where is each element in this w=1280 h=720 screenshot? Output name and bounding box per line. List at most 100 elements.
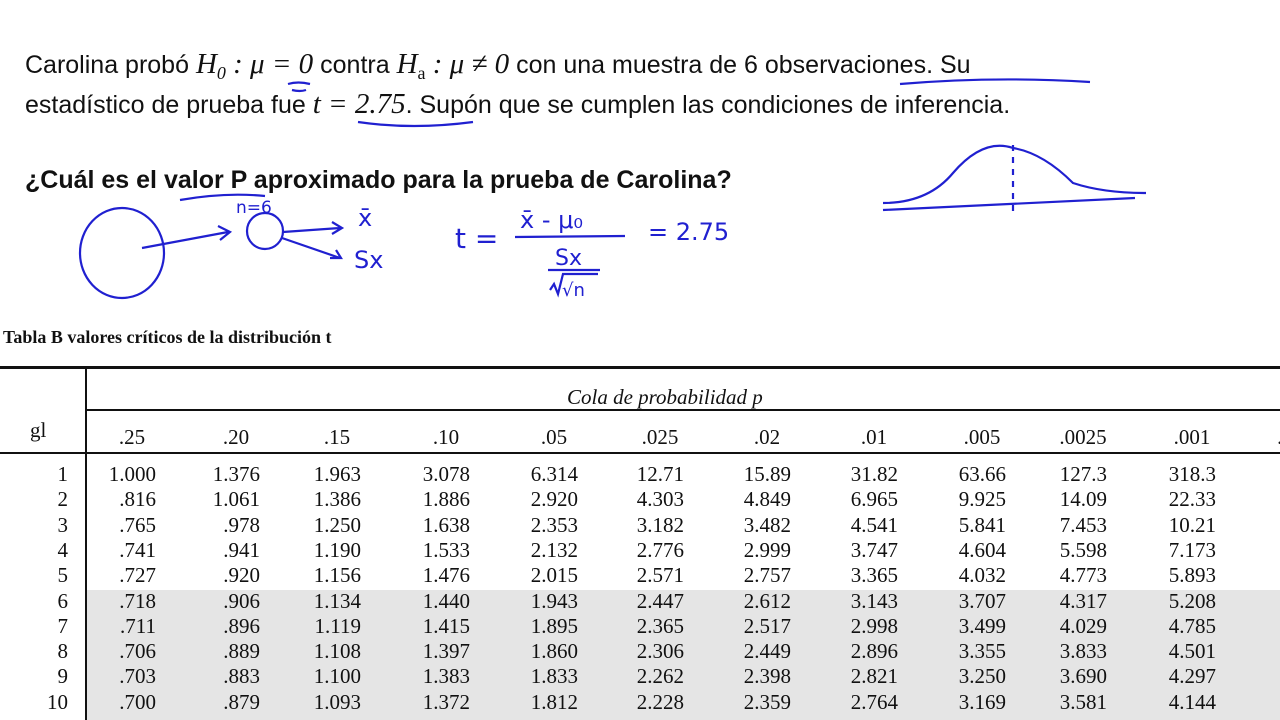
table-cell: 1.156 xyxy=(313,563,361,588)
table-cell: 6.965 xyxy=(850,487,898,512)
table-cell: 1.093 xyxy=(313,689,361,714)
table-cell: 2.776 xyxy=(636,537,684,562)
table-cell: 1.119 xyxy=(314,613,361,638)
table-cell: 1.250 xyxy=(313,512,361,537)
table-cell: 2.365 xyxy=(636,613,684,638)
arrow-to-xbar xyxy=(282,221,345,235)
table-cell: 1.886 xyxy=(422,487,470,512)
table-cell: 5.841 xyxy=(958,512,1006,537)
table-cell: 4.604 xyxy=(958,537,1006,562)
row-gl: 3 xyxy=(57,512,69,537)
table-cell: 14.09 xyxy=(1059,487,1107,512)
table-cell: .741 xyxy=(119,537,156,562)
text: . Supón que se cumplen las condiciones d… xyxy=(405,91,1011,119)
question: ¿Cuál es el valor P aproximado para la p… xyxy=(25,166,732,194)
row-gl: 7 xyxy=(57,613,69,638)
table-cell: 4.297 xyxy=(1168,664,1216,689)
table-cell: 1.415 xyxy=(422,613,470,638)
table-cell: 4.303 xyxy=(636,487,684,512)
table-caption: Tabla B valores críticos de la distribuc… xyxy=(3,327,332,347)
table-cell: 3.143 xyxy=(850,588,898,613)
table-cell: 1.943 xyxy=(530,588,578,613)
table-cell: 2.306 xyxy=(636,639,684,664)
underline-observaciones xyxy=(899,78,1091,86)
column-header: .10 xyxy=(432,425,460,449)
sample-size-label: n=6 xyxy=(236,198,272,218)
table-cell: 1.100 xyxy=(313,664,361,689)
arrow-to-sx xyxy=(281,236,343,260)
table-cell: 1.476 xyxy=(422,563,470,588)
row-gl: 9 xyxy=(57,664,69,689)
table-cell: 10.21 xyxy=(1168,512,1216,537)
table-cell: 3.078 xyxy=(422,462,470,486)
sx-label: Sx xyxy=(354,246,383,274)
table-cell: 3.355 xyxy=(958,639,1006,664)
table-cell: 1.108 xyxy=(313,639,361,664)
table-cell: 2.353 xyxy=(530,512,578,537)
table-cell: 22.33 xyxy=(1168,487,1216,512)
table-cell: 2.571 xyxy=(636,563,684,588)
column-header: .01 xyxy=(860,425,888,449)
table-cell: 2.920 xyxy=(530,487,578,512)
formula-denominator: Sx xyxy=(555,246,582,271)
table-cell: 1.383 xyxy=(422,664,470,689)
column-header: .025 xyxy=(641,425,679,449)
table-cell: 4.773 xyxy=(1059,563,1107,588)
underline-t xyxy=(357,120,474,128)
table-cell: 3.581 xyxy=(1059,689,1107,714)
text: contra xyxy=(313,51,397,79)
table-cell: 2.612 xyxy=(743,588,791,613)
table-cell: 1.372 xyxy=(422,689,470,714)
row-gl: 4 xyxy=(57,537,69,562)
math: : μ = 0 xyxy=(225,48,314,80)
table-cell: .718 xyxy=(119,588,156,613)
table-cell: 2.821 xyxy=(850,664,898,689)
table-cell: 1.833 xyxy=(530,664,578,689)
table-cell: 4.541 xyxy=(850,512,898,537)
table-cell: 5.893 xyxy=(1168,563,1216,588)
table-cell: 4.032 xyxy=(958,563,1006,588)
table-cell: 2.896 xyxy=(850,639,898,664)
table-cell: 1.812 xyxy=(530,689,578,714)
sqrt-sign xyxy=(549,272,598,298)
table-cell: 3.250 xyxy=(958,664,1006,689)
table-cell: .889 xyxy=(223,639,260,664)
table-cell: 4.785 xyxy=(1168,613,1216,638)
table-cell: 9.925 xyxy=(958,487,1006,512)
table-cell: 5.598 xyxy=(1059,537,1107,562)
table-cell: .978 xyxy=(223,512,260,537)
handwritten-annotations: n=6 x̄ Sx t = x̄ - μ₀ Sx √n = 2.75 xyxy=(78,78,1147,301)
text: Carolina probó xyxy=(25,51,196,79)
column-header: .15 xyxy=(323,425,351,449)
table-cell: 2.517 xyxy=(743,613,791,638)
table-cell: 4.501 xyxy=(1168,639,1216,664)
table-cell: 4.029 xyxy=(1059,613,1107,638)
table-cell: 2.398 xyxy=(743,664,791,689)
table-cell: .920 xyxy=(223,563,260,588)
table-cell: 3.833 xyxy=(1059,639,1107,664)
table-cell: 2.132 xyxy=(530,537,578,562)
table-cell: 1.895 xyxy=(530,613,578,638)
table-cell: 3.499 xyxy=(958,613,1006,638)
table-cell: .896 xyxy=(223,613,260,638)
table-cell: 12.71 xyxy=(636,462,684,486)
text: con una muestra de 6 observaciones. Su xyxy=(509,51,971,79)
table-cell: 2.999 xyxy=(743,537,791,562)
math: H xyxy=(195,48,217,80)
table-cell: 3.365 xyxy=(850,563,898,588)
table-cell: 63.66 xyxy=(958,462,1006,486)
table-cell: 4.144 xyxy=(1168,689,1216,714)
table-cell: 6.314 xyxy=(530,462,578,486)
curve-axis xyxy=(882,196,1136,212)
table-cell: 7.453 xyxy=(1059,512,1107,537)
column-header: .25 xyxy=(118,425,146,449)
table-cell: 2.998 xyxy=(850,613,898,638)
column-header: .20 xyxy=(222,425,250,449)
math: : μ ≠ 0 xyxy=(425,48,510,80)
table-cell: 1.860 xyxy=(530,639,578,664)
table-cell: .883 xyxy=(223,664,260,689)
table-cell: 2.262 xyxy=(636,664,684,689)
problem-line-2: estadístico de prueba fue t = 2.75. Supó… xyxy=(25,88,1010,121)
table-cell: 127.3 xyxy=(1059,462,1107,486)
table-cell: 2.015 xyxy=(530,563,578,588)
